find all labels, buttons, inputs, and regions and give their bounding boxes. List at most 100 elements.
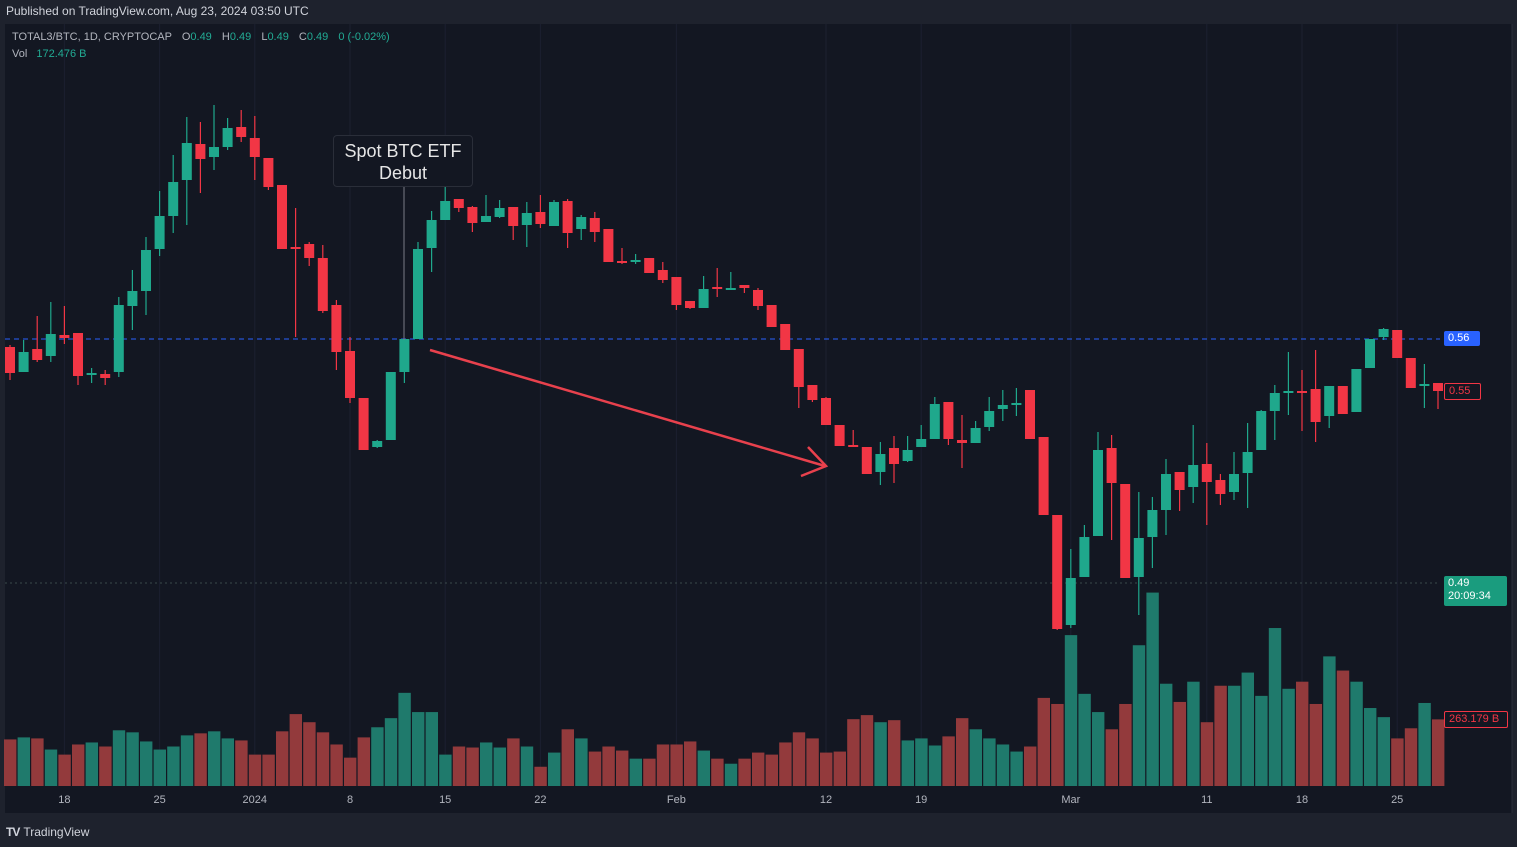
candle[interactable]: [861, 447, 872, 474]
candle[interactable]: [562, 199, 573, 248]
candle[interactable]: [902, 436, 913, 462]
candle[interactable]: [576, 215, 587, 240]
candle[interactable]: [589, 212, 600, 242]
candle[interactable]: [929, 397, 940, 439]
candle[interactable]: [1433, 383, 1443, 409]
candle[interactable]: [385, 372, 396, 440]
candle[interactable]: [317, 245, 328, 313]
candle[interactable]: [1065, 549, 1076, 628]
candle[interactable]: [889, 436, 899, 483]
candle[interactable]: [943, 402, 954, 445]
candle[interactable]: [494, 200, 505, 218]
candle[interactable]: [916, 425, 927, 447]
candle[interactable]: [535, 195, 546, 228]
candle[interactable]: [467, 206, 478, 232]
candle[interactable]: [453, 199, 464, 212]
candle[interactable]: [440, 181, 451, 220]
candle[interactable]: [113, 297, 124, 377]
candle[interactable]: [1201, 443, 1212, 525]
candle[interactable]: [1093, 432, 1103, 536]
candle[interactable]: [154, 191, 165, 256]
trend-arrow[interactable]: [429, 348, 829, 478]
candle[interactable]: [304, 242, 315, 266]
candle[interactable]: [1025, 390, 1035, 439]
candle[interactable]: [59, 306, 70, 344]
candle[interactable]: [372, 440, 383, 448]
candle[interactable]: [1215, 474, 1226, 505]
candle[interactable]: [236, 110, 247, 142]
candle[interactable]: [1256, 410, 1267, 450]
candle[interactable]: [657, 262, 668, 283]
candle[interactable]: [399, 339, 410, 383]
candle[interactable]: [1133, 492, 1144, 615]
candle[interactable]: [45, 302, 56, 362]
candle[interactable]: [345, 337, 355, 403]
candle[interactable]: [1052, 515, 1063, 630]
candle[interactable]: [209, 105, 219, 170]
candle[interactable]: [1120, 484, 1131, 578]
candle[interactable]: [957, 415, 967, 468]
candle[interactable]: [1106, 435, 1117, 540]
candle[interactable]: [984, 397, 995, 431]
candle[interactable]: [331, 300, 342, 370]
candle[interactable]: [766, 305, 777, 327]
candle[interactable]: [997, 390, 1008, 421]
candle[interactable]: [603, 229, 614, 262]
candle[interactable]: [671, 277, 682, 310]
candle[interactable]: [5, 345, 15, 380]
candle[interactable]: [1269, 385, 1280, 440]
candle[interactable]: [1297, 370, 1307, 431]
candle[interactable]: [1038, 437, 1049, 515]
candle[interactable]: [1310, 350, 1321, 442]
candle[interactable]: [970, 421, 981, 443]
candle[interactable]: [222, 118, 233, 150]
candle[interactable]: [358, 398, 369, 450]
candle[interactable]: [807, 385, 818, 402]
candle[interactable]: [290, 208, 301, 337]
candle[interactable]: [1242, 423, 1253, 508]
candle[interactable]: [481, 195, 491, 222]
tradingview-logo[interactable]: TV TradingView: [6, 825, 89, 839]
candle[interactable]: [617, 248, 627, 264]
candle[interactable]: [195, 122, 206, 193]
candle[interactable]: [181, 117, 192, 225]
candle[interactable]: [18, 340, 29, 372]
candle[interactable]: [1405, 358, 1416, 388]
candle[interactable]: [712, 268, 723, 297]
candle[interactable]: [1392, 330, 1403, 358]
candle[interactable]: [875, 442, 886, 485]
candle[interactable]: [1351, 369, 1362, 412]
candle[interactable]: [644, 258, 655, 273]
candle[interactable]: [1283, 352, 1294, 415]
candle[interactable]: [73, 333, 83, 385]
candle[interactable]: [685, 301, 695, 309]
candle[interactable]: [793, 349, 804, 408]
candle[interactable]: [1161, 459, 1171, 535]
annotation-spot-btc-etf[interactable]: Spot BTC ETF Debut: [333, 135, 473, 187]
candle[interactable]: [848, 430, 859, 447]
candle[interactable]: [413, 242, 423, 339]
candle[interactable]: [127, 270, 138, 330]
candle[interactable]: [1419, 364, 1430, 408]
candle[interactable]: [630, 254, 641, 264]
candle[interactable]: [1188, 425, 1199, 503]
candle[interactable]: [249, 116, 260, 180]
candle[interactable]: [780, 324, 791, 350]
candle[interactable]: [521, 202, 532, 247]
candle[interactable]: [834, 425, 845, 446]
candle[interactable]: [141, 237, 151, 315]
candle[interactable]: [1337, 386, 1348, 414]
candle[interactable]: [426, 211, 437, 272]
symbol-info[interactable]: TOTAL3/BTC, 1D, CRYPTOCAP: [12, 31, 172, 43]
candle[interactable]: [1378, 328, 1389, 340]
candle[interactable]: [1365, 339, 1375, 368]
candle[interactable]: [508, 207, 519, 240]
candle[interactable]: [1174, 472, 1185, 511]
candle[interactable]: [168, 155, 179, 233]
candle[interactable]: [1229, 452, 1239, 500]
candle[interactable]: [1324, 386, 1335, 428]
candle[interactable]: [725, 272, 736, 290]
candle[interactable]: [32, 316, 43, 362]
candle[interactable]: [753, 288, 763, 310]
